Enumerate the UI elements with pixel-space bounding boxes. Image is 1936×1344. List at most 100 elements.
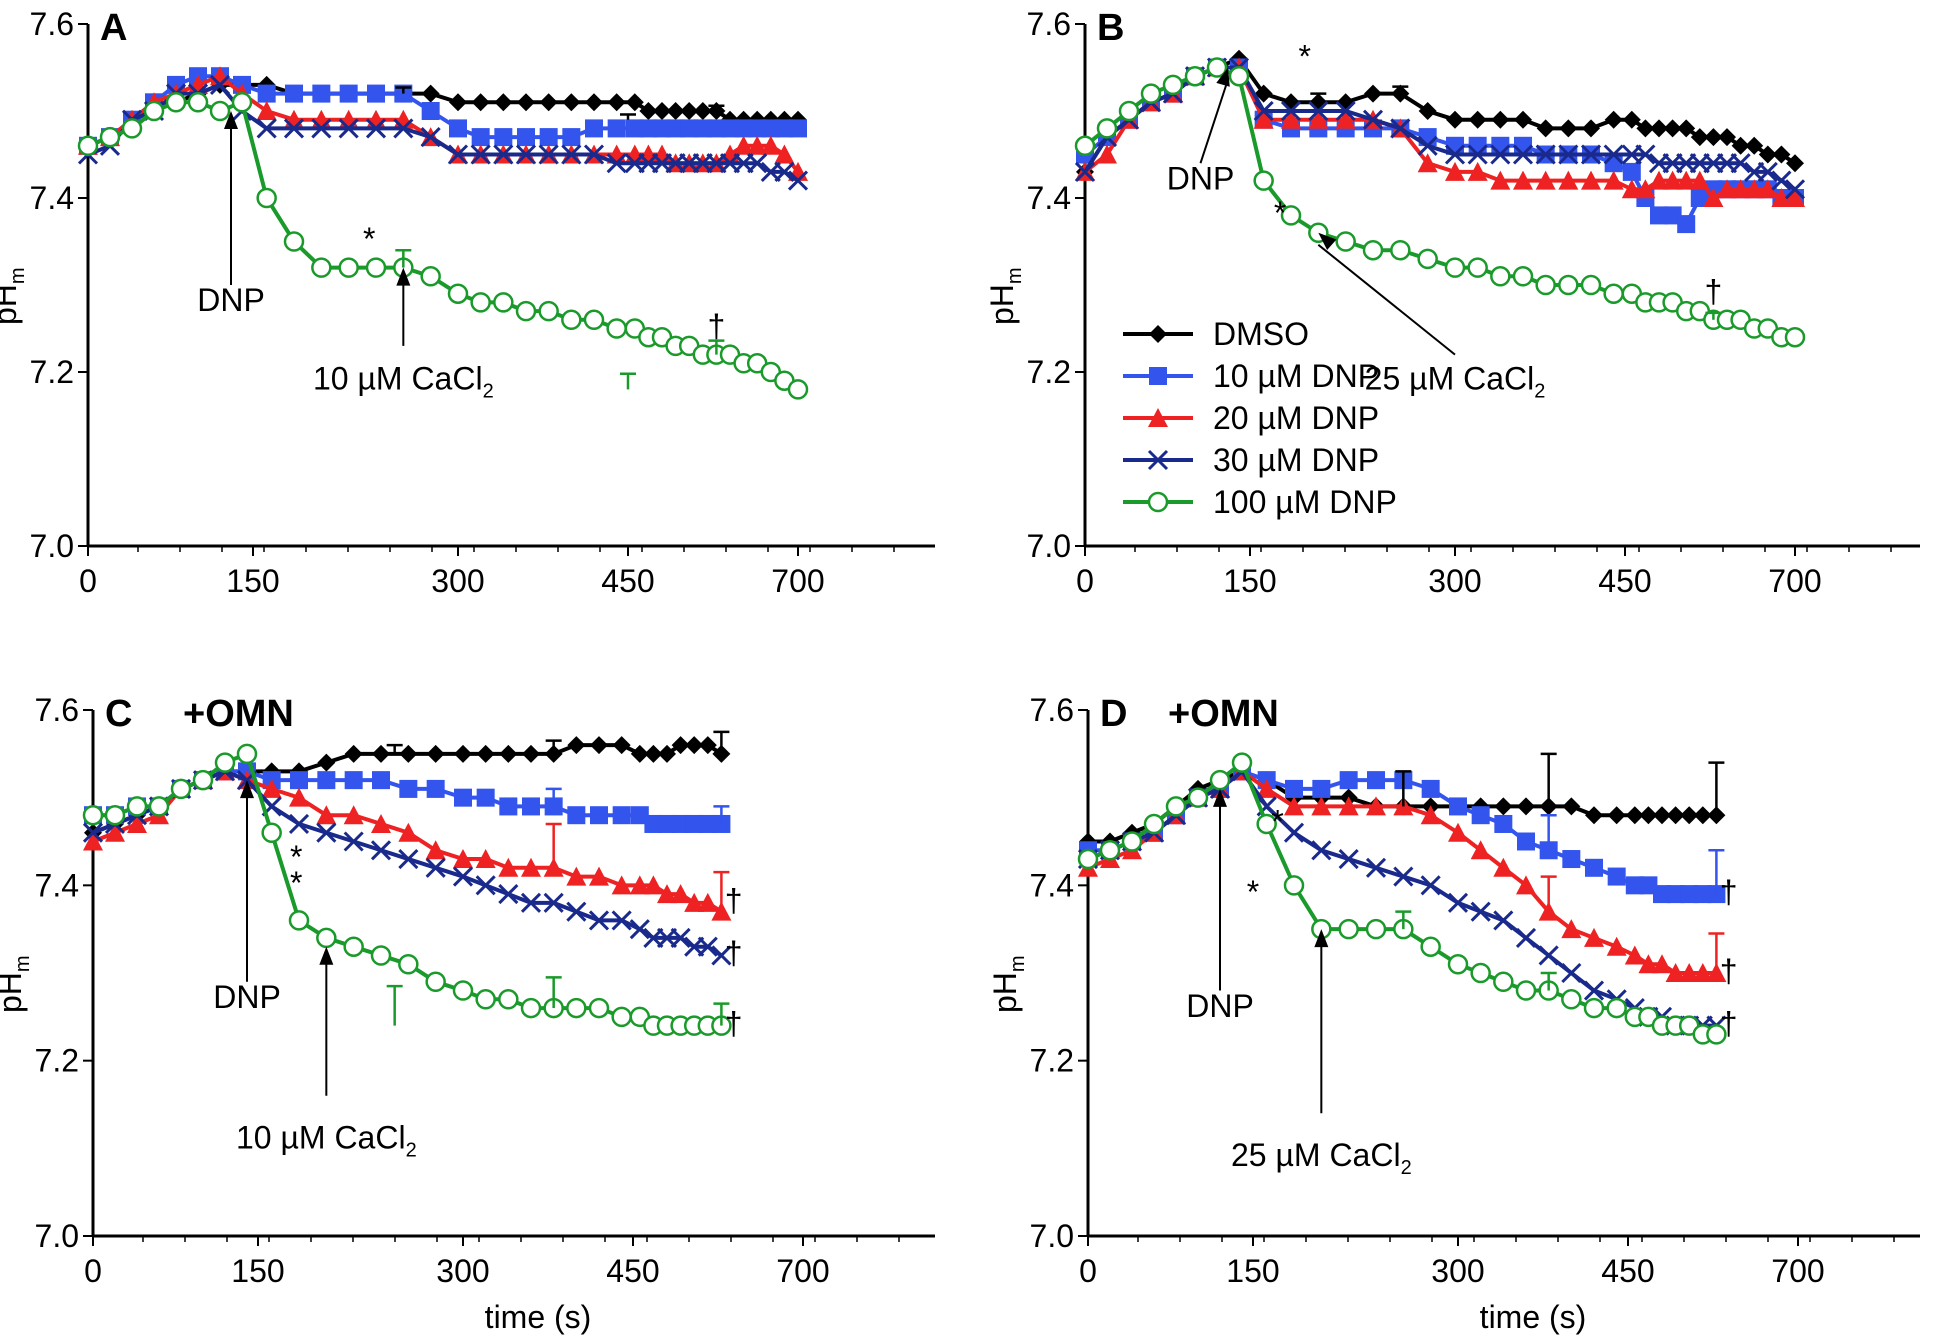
open-circle-marker (1228, 65, 1250, 87)
cross-marker (1362, 109, 1384, 130)
square-marker (1468, 136, 1487, 155)
x-axis-label: time (s) (485, 1299, 592, 1335)
triangle-marker (657, 884, 677, 904)
square-marker (585, 119, 603, 138)
x-tick-label: 0 (84, 1253, 102, 1289)
series-100-m-dnp (82, 743, 732, 1036)
open-circle-marker (1187, 787, 1209, 808)
triangle-marker (105, 822, 125, 842)
triangle-marker (1281, 109, 1301, 129)
diamond-marker (1282, 93, 1300, 112)
diamond-marker (1491, 110, 1510, 129)
diamond-marker (698, 736, 717, 755)
square-marker (748, 119, 767, 138)
square-marker (421, 102, 440, 120)
square-marker (522, 797, 540, 816)
square-marker (1562, 850, 1581, 869)
arrow-head-icon (1318, 232, 1337, 251)
square-marker (1622, 162, 1641, 181)
triangle-marker (1493, 857, 1514, 877)
cross-marker (311, 118, 332, 139)
square-marker (680, 119, 699, 138)
open-circle-marker (1490, 266, 1511, 287)
y-axis-label: pHm (0, 955, 34, 1013)
open-circle-marker (493, 292, 514, 313)
open-circle-marker (187, 92, 209, 113)
diamond-marker (1731, 136, 1750, 155)
cross-marker (774, 161, 795, 182)
cross-marker (1493, 910, 1514, 931)
triangle-marker (1284, 796, 1304, 816)
significance-mark: * (290, 865, 302, 901)
diamond-marker (607, 93, 626, 112)
diamond-marker (522, 744, 540, 763)
triangle-marker (1652, 954, 1672, 974)
diamond-marker (539, 93, 558, 112)
diamond-marker (1718, 128, 1736, 147)
open-circle-marker (1706, 1024, 1727, 1045)
diamond-marker (1536, 119, 1555, 138)
square-marker (666, 119, 685, 138)
open-circle-marker (365, 257, 387, 278)
cross-marker (1580, 144, 1602, 165)
diamond-marker (567, 736, 586, 755)
open-circle-marker (1558, 274, 1579, 296)
square-marker (1663, 206, 1682, 225)
cross-marker (1335, 100, 1356, 122)
cross-marker (365, 118, 387, 139)
triangle-marker (1470, 840, 1491, 860)
diamond-marker (1254, 84, 1273, 103)
square-marker (1491, 136, 1510, 155)
open-circle-marker (1512, 266, 1534, 287)
cross-marker (566, 901, 587, 922)
diamond-marker (1677, 119, 1696, 138)
cross-marker (520, 892, 542, 913)
triangle-marker (1771, 188, 1792, 207)
triangle-marker (343, 805, 364, 825)
square-marker (494, 128, 513, 147)
triangle-marker (475, 849, 496, 869)
square-marker (372, 771, 390, 790)
diamond-marker (1418, 102, 1437, 120)
y-axis-label: pHm (984, 267, 1026, 325)
triangle-marker (1535, 170, 1556, 190)
diamond-marker (1562, 797, 1581, 816)
cross-marker (1390, 118, 1411, 139)
open-circle-marker (1231, 752, 1253, 773)
diamond-marker (1745, 136, 1764, 155)
cross-marker (1444, 144, 1466, 165)
open-circle-marker (1390, 239, 1411, 261)
y-tick-label: 7.6 (1030, 692, 1074, 728)
y-tick-label: 7.4 (30, 180, 74, 216)
diamond-marker (653, 102, 671, 120)
cross-marker (1470, 901, 1491, 922)
cross-marker (747, 153, 768, 174)
open-circle-marker (1784, 326, 1806, 348)
triangle-marker (127, 813, 147, 833)
diamond-marker (1704, 128, 1723, 147)
triangle-marker (453, 849, 473, 869)
annotation-label: DNP (1186, 988, 1254, 1024)
triangle-marker (521, 857, 541, 877)
cross-marker (515, 144, 537, 165)
open-circle-marker (1362, 239, 1384, 261)
triangle-marker (1335, 109, 1356, 129)
cross-marker (393, 118, 414, 139)
cross-marker (1253, 100, 1274, 122)
square-marker (567, 806, 586, 825)
y-axis-label-subscript: m (1007, 955, 1029, 972)
legend-label: 30 µM DNP (1213, 442, 1379, 478)
open-circle-marker (77, 135, 99, 157)
square-marker (789, 119, 807, 138)
open-circle-marker (583, 309, 605, 331)
diamond-marker (1494, 797, 1513, 816)
triangle-marker (589, 866, 609, 886)
open-circle-marker (1606, 997, 1627, 1019)
diamond-marker (1446, 110, 1464, 129)
open-circle-marker (1417, 248, 1438, 270)
cross-marker (583, 144, 605, 165)
open-circle-marker (470, 292, 491, 313)
open-circle-marker (1561, 989, 1582, 1010)
diamond-marker (639, 102, 658, 120)
